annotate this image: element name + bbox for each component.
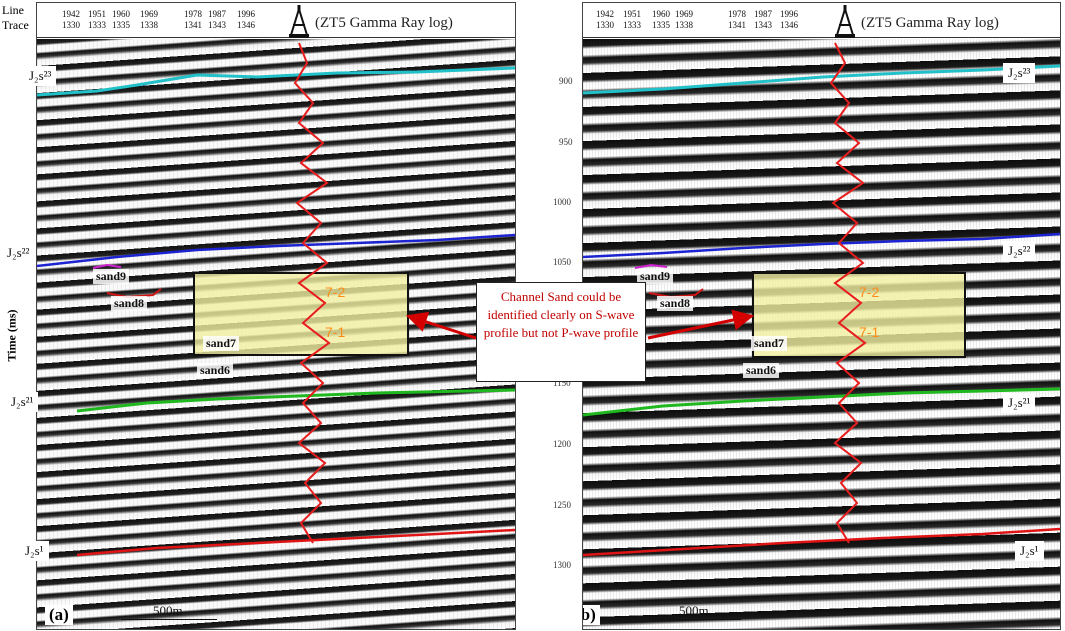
horizon-label: J₂s²² bbox=[2, 243, 35, 263]
time-axis-label: Time (ms) bbox=[4, 309, 19, 362]
sand-label: sand9 bbox=[637, 269, 674, 284]
trace-tick: 1330 bbox=[62, 20, 80, 30]
sand-label: sand6 bbox=[197, 363, 234, 378]
log-marker: 7-1 bbox=[859, 324, 879, 340]
line-tick: 1978 bbox=[184, 9, 202, 19]
channel-sand-highlight bbox=[193, 272, 409, 356]
overlay-a: 7-2 7-1 bbox=[37, 5, 515, 557]
log-marker: 7-2 bbox=[859, 284, 879, 300]
seismic-panel-b: 1942 1951 1960 1969 1978 1987 1996 1330 … bbox=[582, 2, 1061, 630]
gamma-ray-log bbox=[829, 42, 867, 544]
line-tick: 1987 bbox=[754, 9, 772, 19]
trace-tick: 1333 bbox=[88, 20, 106, 30]
trace-tick: 1333 bbox=[623, 20, 641, 30]
time-tick: 1200 bbox=[553, 439, 571, 449]
time-tick: 1050 bbox=[553, 257, 571, 267]
seismic-panel-a: 1942 1951 1960 1969 1978 1987 1996 1330 … bbox=[36, 2, 516, 630]
scale-label: 500m bbox=[679, 603, 709, 618]
horizon-label: J₂s¹ bbox=[20, 541, 49, 561]
line-tick: 1996 bbox=[237, 9, 255, 19]
horizon-label: J₂s²¹ bbox=[1003, 393, 1036, 413]
log-marker: 7-2 bbox=[325, 284, 345, 300]
line-tick: 1960 bbox=[652, 9, 670, 19]
line-tick: 1969 bbox=[140, 9, 158, 19]
log-title: (ZT5 Gamma Ray log) bbox=[861, 15, 999, 32]
well-icon bbox=[289, 5, 309, 38]
sand-label: sand7 bbox=[751, 336, 788, 351]
panel-tag: (b) bbox=[583, 605, 600, 625]
line-tick: 1942 bbox=[596, 9, 614, 19]
time-tick: 950 bbox=[559, 137, 573, 147]
line-tick: 1960 bbox=[112, 9, 130, 19]
trace-tick: 1330 bbox=[596, 20, 614, 30]
sand9-outline bbox=[634, 263, 668, 269]
log-marker: 7-1 bbox=[325, 324, 345, 340]
horizon-line-j2s21 bbox=[583, 387, 1060, 417]
line-tick: 1978 bbox=[728, 9, 746, 19]
line-tick: 1951 bbox=[88, 9, 106, 19]
horizon-label: J₂s²¹ bbox=[6, 392, 39, 412]
channel-sand-callout: Channel Sand could be identified clearly… bbox=[476, 282, 646, 382]
overlay-b: 7-2 7-1 bbox=[583, 5, 1060, 557]
trace-tick: 1338 bbox=[675, 20, 693, 30]
sand9-outline bbox=[92, 263, 122, 269]
scale-label: 500m bbox=[153, 603, 183, 618]
line-tick: 1987 bbox=[208, 9, 226, 19]
horizon-line-j2s23 bbox=[37, 66, 515, 97]
time-tick: 1000 bbox=[553, 197, 571, 207]
horizon-line-j2s1 bbox=[583, 527, 1060, 557]
horizon-line-j2s22 bbox=[37, 233, 515, 268]
scale-bar bbox=[121, 619, 217, 620]
horizon-label: J₂s¹ bbox=[1015, 541, 1044, 561]
line-tick: 1951 bbox=[623, 9, 641, 19]
trace-tick: 1346 bbox=[237, 20, 255, 30]
channel-sand-highlight bbox=[752, 272, 966, 358]
sand-label: sand6 bbox=[743, 363, 780, 378]
trace-tick: 1338 bbox=[140, 20, 158, 30]
time-tick: 1300 bbox=[553, 560, 571, 570]
line-tick: 1996 bbox=[780, 9, 798, 19]
horizon-line-j2s23 bbox=[583, 64, 1060, 95]
sand-label: sand8 bbox=[111, 296, 148, 311]
well-icon bbox=[835, 5, 855, 38]
trace-tick: 1343 bbox=[754, 20, 772, 30]
horizon-label: J₂s²² bbox=[1003, 241, 1036, 261]
horizon-label: J₂s²³ bbox=[1003, 63, 1036, 83]
line-tick: 1969 bbox=[675, 9, 693, 19]
panel-tag: (a) bbox=[45, 605, 73, 625]
trace-tick: 1341 bbox=[184, 20, 202, 30]
horizon-line-j2s21 bbox=[76, 388, 515, 413]
trace-tick: 1335 bbox=[652, 20, 670, 30]
trace-tick: 1343 bbox=[208, 20, 226, 30]
trace-header-label: Trace bbox=[2, 18, 29, 32]
horizon-line-j2s22 bbox=[583, 232, 1060, 259]
horizon-label: J₂s²³ bbox=[24, 66, 57, 86]
time-tick: 1150 bbox=[553, 378, 571, 388]
gamma-ray-log bbox=[293, 42, 331, 544]
trace-tick: 1346 bbox=[780, 20, 798, 30]
scale-bar bbox=[649, 619, 741, 620]
line-header-label: Line bbox=[2, 3, 24, 17]
log-title: (ZT5 Gamma Ray log) bbox=[315, 15, 453, 32]
sand-label: sand9 bbox=[93, 269, 130, 284]
time-tick: 900 bbox=[559, 76, 573, 86]
trace-tick: 1335 bbox=[112, 20, 130, 30]
trace-tick: 1341 bbox=[728, 20, 746, 30]
line-tick: 1942 bbox=[62, 9, 80, 19]
time-tick: 1250 bbox=[553, 500, 571, 510]
sand-label: sand7 bbox=[203, 336, 240, 351]
horizon-line-j2s1 bbox=[76, 528, 515, 557]
sand-label: sand8 bbox=[657, 296, 694, 311]
